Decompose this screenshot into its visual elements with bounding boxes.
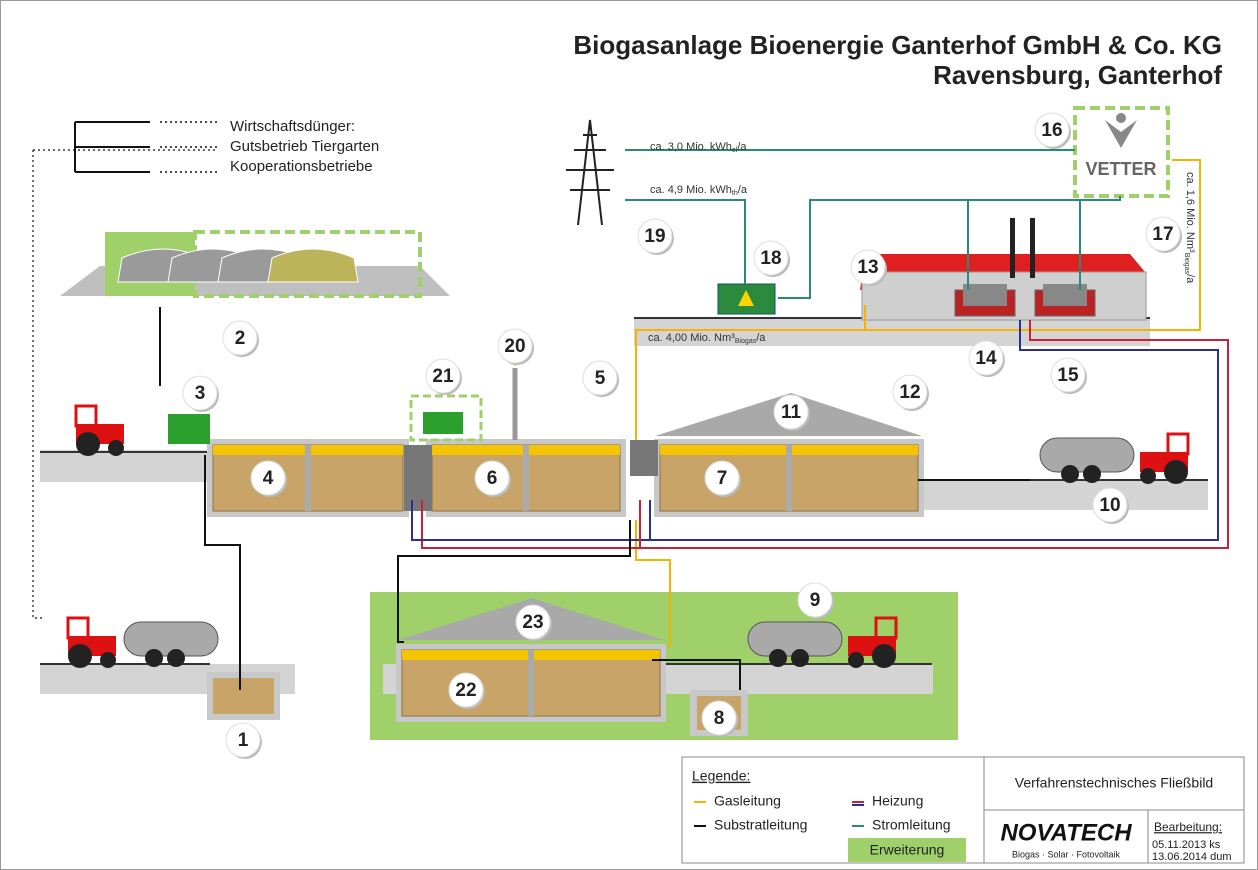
vetter-logo: VETTER <box>1085 159 1156 179</box>
ground <box>40 450 215 482</box>
wheel <box>100 652 116 668</box>
flow-value: ca. 3,0 Mio. kWh <box>650 141 732 153</box>
node-number: 7 <box>717 468 728 489</box>
node-number: 22 <box>455 680 476 701</box>
node-number: 2 <box>235 328 246 349</box>
node-number: 16 <box>1041 120 1062 141</box>
engine-block <box>963 284 1007 306</box>
pump-chamber <box>630 440 658 476</box>
feeder <box>423 412 463 434</box>
wheel <box>791 649 809 667</box>
node-number: 9 <box>810 590 821 611</box>
legend-title: Legende: <box>692 768 750 784</box>
legend-label: Substratleitung <box>714 817 807 833</box>
wheel <box>167 649 185 667</box>
node-number: 6 <box>487 468 498 489</box>
flow-suffix: /a <box>738 184 748 196</box>
wheel <box>1061 465 1079 483</box>
legend-label: Erweiterung <box>870 842 945 858</box>
drawing-title: Verfahrenstechnisches Fließbild <box>1015 775 1213 791</box>
node-number: 12 <box>899 382 920 403</box>
wheel <box>1164 460 1188 484</box>
revision: 13.06.2014 dum <box>1152 851 1232 863</box>
node-number: 13 <box>857 257 878 278</box>
wheel <box>848 652 864 668</box>
legend-label: Heizung <box>872 793 923 809</box>
node-number: 21 <box>432 366 454 387</box>
node-number: 10 <box>1099 495 1120 516</box>
wheel <box>145 649 163 667</box>
flow-suffix: /a <box>756 332 766 344</box>
flow-unit-subscript: Biogas <box>1183 253 1190 275</box>
wheel <box>1140 468 1156 484</box>
novatech-logo: NOVATECH <box>1000 819 1132 846</box>
novatech-tagline: Biogas · Solar · Fotovoltaik <box>1012 849 1121 859</box>
flow-unit-subscript: Biogas <box>735 338 757 345</box>
flow-value: ca. 4,00 Mio. Nm³ <box>648 332 735 344</box>
wheel <box>1083 465 1101 483</box>
vetter-dot <box>1116 113 1126 123</box>
node-number: 23 <box>522 612 543 633</box>
flow-value: ca. 4,9 Mio. kWh <box>650 184 732 196</box>
support-column <box>786 445 792 511</box>
node-number: 11 <box>781 402 802 423</box>
wheel <box>769 649 787 667</box>
legend-label: Stromleitung <box>872 817 951 833</box>
flow-value: ca. 1,6 Mio. Nm³ <box>1184 172 1196 253</box>
silage-pile <box>268 249 358 282</box>
pit-fill <box>213 678 274 714</box>
subtitle: Ravensburg, Ganterhof <box>933 60 1222 90</box>
node-number: 4 <box>263 468 274 489</box>
feeder <box>168 414 210 444</box>
revision-heading: Bearbeitung: <box>1154 820 1222 834</box>
wheel <box>68 644 92 668</box>
node-number: 5 <box>595 368 606 389</box>
node-number: 20 <box>504 336 525 357</box>
flow-suffix: /a <box>737 141 747 153</box>
support-column <box>528 650 534 716</box>
source-item: Gutsbetrieb Tiergarten <box>230 138 379 155</box>
support-column <box>523 445 529 511</box>
node-number: 19 <box>644 226 665 247</box>
chimney <box>1010 218 1015 278</box>
title: Biogasanlage Bioenergie Ganterhof GmbH &… <box>573 30 1222 60</box>
source-item: Kooperationsbetriebe <box>230 158 373 175</box>
flow-suffix: /a <box>1184 274 1196 284</box>
node-number: 3 <box>195 383 206 404</box>
flow-diagram: Biogasanlage Bioenergie Ganterhof GmbH &… <box>0 0 1258 870</box>
wheel <box>108 440 124 456</box>
node-number: 15 <box>1057 365 1079 386</box>
revision: 05.11.2013 ks <box>1152 839 1221 851</box>
pump-chamber <box>404 445 432 511</box>
node-number: 17 <box>1152 224 1173 245</box>
legend-label: Gasleitung <box>714 793 781 809</box>
support-column <box>305 445 311 511</box>
node-number: 14 <box>975 348 997 369</box>
ground <box>918 480 1208 510</box>
node-number: 18 <box>760 248 781 269</box>
wheel <box>76 432 100 456</box>
source-heading: Wirtschaftsdünger: <box>230 118 355 135</box>
node-number: 1 <box>238 730 249 751</box>
chimney <box>1030 218 1035 278</box>
wheel <box>872 644 896 668</box>
node-number: 8 <box>714 708 725 729</box>
